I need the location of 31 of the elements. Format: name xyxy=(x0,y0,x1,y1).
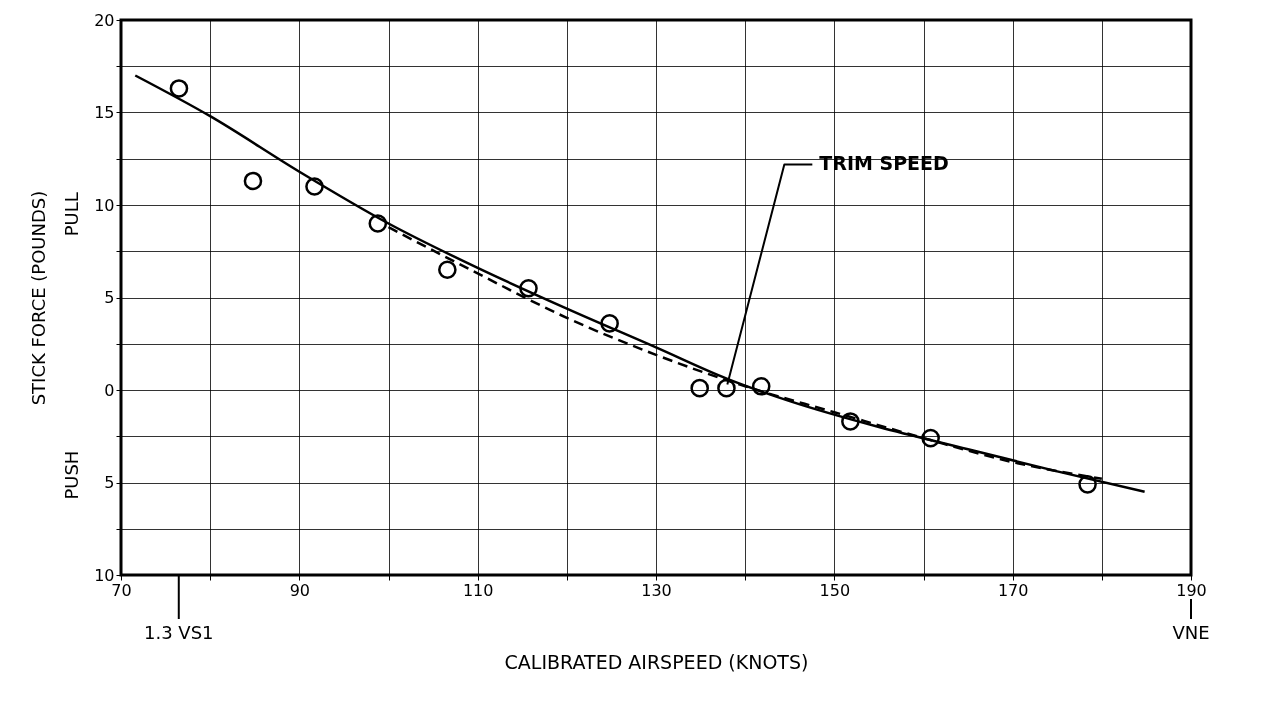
text: PULL xyxy=(61,192,82,237)
point xyxy=(717,378,736,398)
x-tick-label: 110 xyxy=(462,580,494,600)
point xyxy=(305,177,324,196)
text: PUSH xyxy=(61,450,82,500)
y-tick-label: 5 xyxy=(104,288,115,307)
point xyxy=(1078,475,1097,494)
y-tick-label: 5 xyxy=(104,473,115,492)
point xyxy=(438,260,457,280)
point xyxy=(368,214,388,233)
y-tick-label: 15 xyxy=(94,103,115,122)
y-tick-label: 0 xyxy=(104,380,115,400)
y-tick-label: 10 xyxy=(94,195,115,215)
point xyxy=(690,378,709,398)
x-tick-label: 150 xyxy=(819,580,851,600)
text: 1.3 VS1 xyxy=(144,622,214,643)
point xyxy=(243,171,263,191)
y-axis-title: STICK FORCE (POUNDS) xyxy=(28,190,50,406)
x-tick-label: 130 xyxy=(641,580,672,600)
point xyxy=(169,79,189,98)
point xyxy=(841,412,860,431)
point xyxy=(519,278,538,298)
x-tick-label: 90 xyxy=(289,580,311,600)
y-tick-label: 20 xyxy=(94,10,115,30)
x-axis-title: CALIBRATED AIRSPEED (KNOTS) xyxy=(504,650,809,673)
x-tick-label: 190 xyxy=(1176,580,1207,600)
point xyxy=(751,377,771,396)
x-tick-label: 170 xyxy=(997,580,1029,600)
point xyxy=(600,314,619,333)
text: VNE xyxy=(1172,622,1210,643)
point xyxy=(921,428,940,448)
